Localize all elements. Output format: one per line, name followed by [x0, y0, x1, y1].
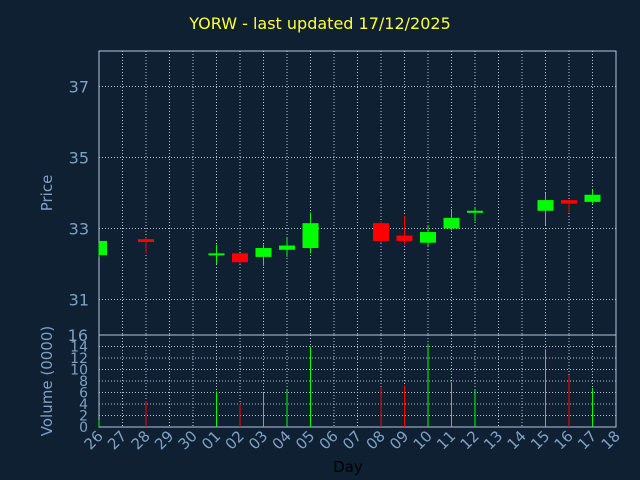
- volume-tick-label: 12: [70, 351, 88, 367]
- x-tick-label: 05: [292, 427, 318, 453]
- x-tick-label: 30: [175, 427, 201, 453]
- x-tick-label: 10: [410, 427, 436, 453]
- x-tick-label: 06: [316, 427, 342, 453]
- candle-body-up: [302, 223, 319, 249]
- x-tick-label: 28: [128, 427, 154, 453]
- candle-body-up: [467, 210, 483, 213]
- x-tick-label: 16: [551, 427, 577, 453]
- x-tick-label: 02: [222, 427, 248, 453]
- volume-axis-label: Volume (0000): [38, 326, 56, 436]
- x-tick-label: 08: [363, 427, 389, 453]
- price-tick-label: 35: [69, 149, 89, 168]
- x-tick-label: 17: [574, 427, 600, 453]
- x-tick-label: 14: [504, 427, 530, 453]
- x-tick-label: 12: [457, 427, 483, 453]
- candle-body-up: [99, 240, 107, 256]
- x-tick-label: 18: [598, 427, 624, 453]
- x-tick-label: 09: [386, 427, 412, 453]
- x-tick-label: 07: [339, 427, 365, 453]
- x-axis-label: Day: [333, 458, 363, 476]
- x-tick-label: 03: [245, 427, 271, 453]
- x-tick-label: 15: [527, 427, 553, 453]
- volume-top-tick-label: 16: [68, 326, 88, 345]
- volume-tick-label: 14: [70, 340, 88, 356]
- volume-tick-label: 4: [79, 397, 88, 413]
- x-tick-label: 01: [198, 427, 224, 453]
- candle-body-down: [396, 235, 413, 241]
- candle-body-up: [208, 253, 225, 256]
- candle-body-up: [584, 194, 601, 202]
- volume-tick-label: 8: [79, 374, 88, 390]
- price-tick-label: 33: [69, 220, 89, 239]
- chart-title: YORW - last updated 17/12/2025: [189, 14, 451, 33]
- price-tick-label: 37: [69, 78, 89, 97]
- candle-body-up: [279, 245, 295, 250]
- price-tick-label: 31: [69, 291, 89, 310]
- volume-tick-label: 10: [70, 363, 88, 379]
- volume-tick-label: 2: [79, 409, 88, 425]
- candle-body-up: [537, 200, 554, 211]
- candle-body-down: [373, 223, 389, 241]
- volume-tick-label: 6: [79, 386, 88, 402]
- volume-tick-label: 0: [79, 420, 88, 436]
- candle-body-up: [443, 217, 460, 229]
- candle-body-down: [138, 239, 154, 242]
- x-tick-label: 27: [104, 427, 130, 453]
- price-axis-label: Price: [38, 175, 56, 212]
- x-tick-label: 04: [269, 427, 295, 453]
- candle-body-up: [420, 232, 436, 243]
- candle-body-down: [561, 200, 577, 204]
- x-tick-label: 13: [480, 427, 506, 453]
- candle-body-down: [232, 253, 248, 263]
- x-tick-label: 11: [433, 427, 459, 453]
- x-tick-label: 29: [151, 427, 177, 453]
- candle-body-up: [255, 248, 272, 257]
